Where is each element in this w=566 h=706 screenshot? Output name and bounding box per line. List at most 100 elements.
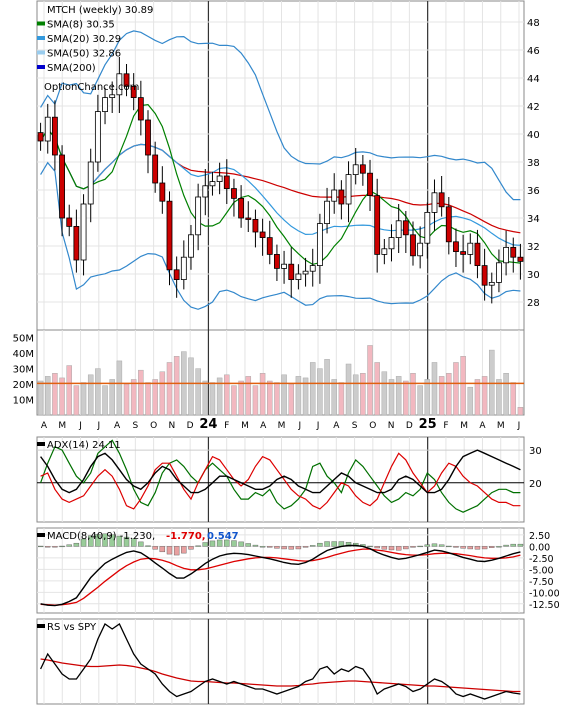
volume-bar [503,373,509,416]
bollinger-lower-line [40,161,521,310]
volume-tick-label: 50M [13,334,34,345]
macd-histogram-bar [252,544,259,547]
macd-histogram-bar [138,541,144,547]
panel-frame-adx [36,436,525,523]
candle-body [152,154,159,184]
macd-histogram-bar [267,546,273,548]
legend-swatch [37,50,45,55]
volume-bar [259,373,266,416]
x-tick-label: S [352,421,358,431]
macd-histogram-bar [195,545,201,547]
volume-bar [95,368,101,416]
macd-histogram-bar [302,546,309,548]
volume-bar [481,376,488,416]
macd-tick-label: -12.50 [529,600,560,611]
legend-swatch [37,36,45,40]
volume-bar [274,382,280,416]
macd-histogram-bar [80,538,87,547]
x-tick-label: M [241,421,249,431]
volume-bar [431,362,438,416]
volume-bar [145,382,151,416]
macd-histogram-bar [52,546,58,548]
candle-body [266,237,273,255]
candle-body [274,253,280,269]
macd-histogram-bar [88,535,94,547]
volume-bar [410,373,416,416]
x-tick-label: J [78,421,82,431]
x-tick-label: M [58,421,66,431]
volume-bar [345,363,352,416]
candle-body [367,172,373,196]
volume-bar [267,380,273,416]
candle-body [281,263,287,269]
macd-histogram-bar [123,536,130,547]
volume-bar [231,385,237,416]
macd-histogram-bar [202,542,209,547]
volume-tick-label: 10M [13,396,34,407]
volume-bar [188,357,194,416]
x-tick-label: M [278,421,286,431]
volume-bar [209,382,216,416]
macd-histogram-bar [295,546,302,550]
candle-body [223,175,230,189]
price-tick-label: 42 [527,102,540,113]
candle-body [238,197,245,219]
volume-bar [238,380,244,416]
macd-histogram-bar [216,539,223,547]
candle-body [324,200,330,224]
legend-swatch [37,21,45,26]
rs-moving-average-line [40,658,521,693]
volume-bar [381,371,388,416]
macd-histogram-bar [367,545,373,548]
macd-histogram-bar [37,545,44,548]
macd-histogram-bar [331,541,337,547]
volume-bar [295,376,302,416]
macd-histogram-bar [145,545,151,547]
candle-body [94,111,101,163]
volume-bar [109,379,115,416]
macd-histogram-bar [403,546,409,550]
volume-bar [138,369,144,416]
candle-body [417,242,424,257]
macd-histogram-bar [109,534,115,547]
candle-body [195,196,202,236]
candle-body [259,231,266,238]
macd-histogram-bar [431,543,438,547]
candle-body [116,73,123,96]
volume-bar [467,386,474,416]
candle-body [80,203,87,261]
volume-bar [87,374,94,416]
candle-body [252,218,259,233]
panel-frame-rs [36,618,525,705]
volume-tick-label: 20M [13,380,34,391]
macd-histogram-bar [130,538,137,547]
volume-bar [80,382,87,416]
candle-body [352,164,359,176]
volume-bar [446,373,452,416]
legend-entry: MTCH (weekly) 30.89 [47,5,153,16]
macd-histogram-bar [245,543,251,547]
x-tick-label: A [114,421,121,431]
candle-body [202,185,209,198]
x-tick-label: 24 [199,417,217,432]
candle-body [102,97,108,112]
macd-histogram-bar [102,533,108,547]
x-tick-label: J [297,421,301,431]
price-tick-label: 30 [527,270,540,281]
macd-tick-label: -5.00 [529,565,554,576]
adx-legend-label: ADX(14) 24.11 [47,440,121,451]
volume-bar [123,383,130,416]
macd-histogram-bar [173,546,180,556]
x-tick-label: A [41,421,48,431]
volume-bar [403,380,409,416]
legend-entry: SMA(20) 30.29 [47,34,121,45]
candle-body [438,192,445,208]
candle-body [467,242,474,255]
macd-histogram-bar [388,546,395,551]
candle-body [73,225,80,261]
candle-body [288,263,295,281]
macd-histogram-bar [159,546,166,553]
candle-body [431,192,438,213]
volume-bar [352,374,359,416]
